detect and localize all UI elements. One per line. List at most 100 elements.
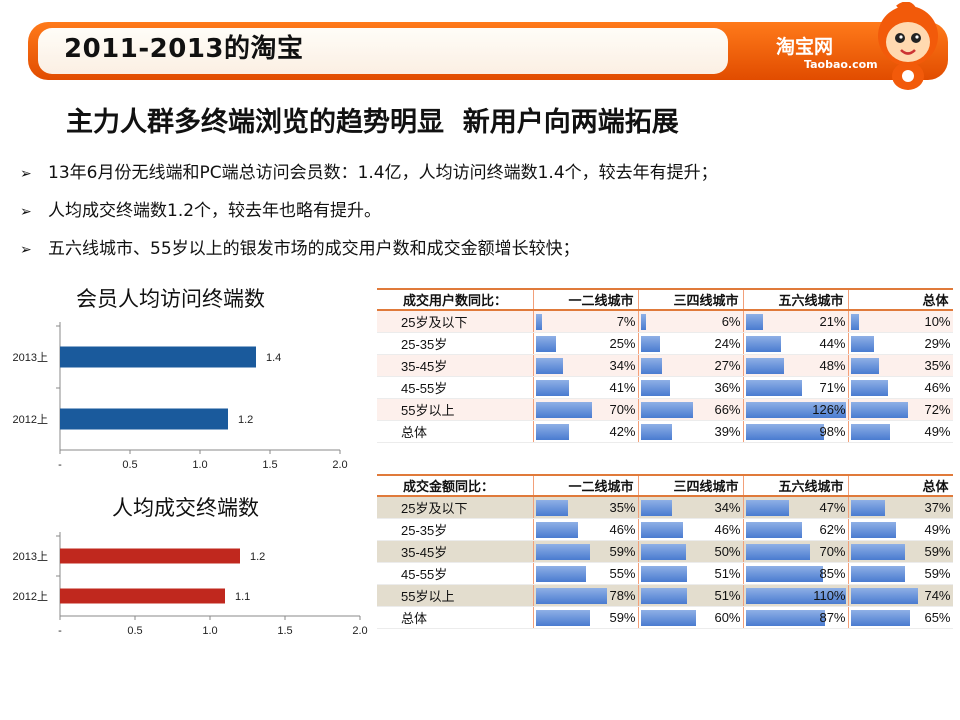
data-value: 66%: [714, 402, 741, 417]
data-bar: [745, 314, 763, 330]
data-cell: 46%: [533, 518, 639, 541]
data-cell: 70%: [533, 398, 639, 421]
table-user-count-growth: 成交用户数同比： 一二线城市 三四线城市 五六线城市 总体 25岁及以下 7% 6% 21% 10…: [377, 288, 953, 443]
column-header: 五六线城市: [743, 288, 849, 311]
header-banner: 2011-2013的淘宝 淘宝网 Taobao.com: [28, 22, 948, 80]
data-value: 21%: [819, 314, 846, 329]
data-cell: 36%: [638, 376, 744, 399]
table-header-row: 成交金额同比： 一二线城市 三四线城市 五六线城市 总体: [377, 474, 953, 497]
data-bar: [535, 610, 590, 626]
data-cell: 50%: [638, 540, 744, 563]
table-row: 55岁以上 78% 51% 110% 74%: [377, 584, 953, 607]
column-header: 三四线城市: [638, 474, 744, 497]
row-label: 55岁以上: [377, 398, 534, 421]
data-bar: [850, 610, 910, 626]
data-bar: [850, 500, 885, 516]
data-label: 1.2: [250, 551, 265, 563]
data-value: 27%: [714, 358, 741, 373]
bar: [60, 588, 225, 604]
data-cell: 47%: [743, 496, 849, 519]
data-bar: [640, 358, 662, 374]
data-value: 42%: [609, 424, 636, 439]
data-bar: [850, 380, 888, 396]
data-bar: [535, 588, 607, 604]
category-label: 2012上: [13, 590, 48, 603]
data-value: 34%: [714, 500, 741, 515]
data-bar: [535, 424, 569, 440]
arrow-bullet-icon: ➢: [20, 166, 32, 182]
data-bar: [535, 402, 592, 418]
data-value: 72%: [924, 402, 951, 417]
data-value: 24%: [714, 336, 741, 351]
data-bar: [850, 522, 896, 538]
data-cell: 60%: [638, 606, 744, 629]
row-label: 总体: [377, 420, 534, 443]
data-cell: 35%: [533, 496, 639, 519]
data-bar: [745, 500, 789, 516]
data-cell: 65%: [848, 606, 953, 629]
data-value: 46%: [714, 522, 741, 537]
data-cell: 35%: [848, 354, 953, 377]
table-amount-growth: 成交金额同比： 一二线城市 三四线城市 五六线城市 总体 25岁及以下 35% 34% 47% 3…: [377, 474, 953, 629]
data-value: 50%: [714, 544, 741, 559]
row-label: 45-55岁: [377, 376, 534, 399]
data-value: 59%: [609, 544, 636, 559]
mascot-icon: [878, 2, 938, 90]
row-label: 45-55岁: [377, 562, 534, 585]
data-value: 71%: [819, 380, 846, 395]
row-label: 25-35岁: [377, 518, 534, 541]
x-tick-label: 0.5: [122, 459, 137, 468]
data-cell: 71%: [743, 376, 849, 399]
data-cell: 49%: [848, 420, 953, 443]
x-tick-label: 1.5: [262, 459, 277, 468]
x-tick-label: 2.0: [352, 625, 367, 637]
bullet-item: ➢ 人均成交终端数1.2个，较去年也略有提升。: [20, 196, 381, 221]
data-cell: 46%: [638, 518, 744, 541]
data-value: 10%: [924, 314, 951, 329]
data-bar: [745, 588, 846, 604]
data-bar: [850, 314, 859, 330]
data-value: 51%: [714, 588, 741, 603]
taobao-logo: 淘宝网: [776, 36, 834, 58]
data-bar: [535, 544, 590, 560]
data-cell: 34%: [533, 354, 639, 377]
x-tick-label: 1.0: [202, 625, 217, 637]
data-cell: 24%: [638, 332, 744, 355]
column-header: 一二线城市: [533, 474, 639, 497]
data-bar: [745, 358, 784, 374]
page-title: 2011-2013的淘宝: [64, 34, 304, 64]
data-bar: [535, 522, 578, 538]
table-row: 25-35岁 46% 46% 62% 49%: [377, 518, 953, 541]
data-bar: [640, 544, 686, 560]
data-value: 87%: [819, 610, 846, 625]
data-value: 59%: [924, 566, 951, 581]
data-value: 70%: [819, 544, 846, 559]
data-bar: [535, 314, 542, 330]
bullet-item: ➢ 13年6月份无线端和PC端总访问会员数：1.4亿，人均访问终端数1.4个，较去…: [20, 158, 718, 183]
data-cell: 34%: [638, 496, 744, 519]
x-tick-label: -: [58, 625, 62, 637]
data-value: 70%: [609, 402, 636, 417]
table-row: 25-35岁 25% 24% 44% 29%: [377, 332, 953, 355]
data-value: 55%: [609, 566, 636, 581]
data-value: 34%: [609, 358, 636, 373]
data-bar: [745, 424, 824, 440]
chart1-visit-terminals: 2013上 1.4 2012上 1.2 - 0.5 1.0 1.5 2.0: [13, 322, 348, 468]
data-cell: 66%: [638, 398, 744, 421]
data-value: 46%: [609, 522, 636, 537]
bullet-text: 五六线城市、55岁以上的银发市场的成交用户数和成交金额增长较快；: [48, 239, 580, 259]
data-cell: 62%: [743, 518, 849, 541]
data-value: 6%: [721, 314, 741, 329]
data-cell: 51%: [638, 584, 744, 607]
table-row: 35-45岁 59% 50% 70% 59%: [377, 540, 953, 563]
data-bar: [745, 544, 810, 560]
data-cell: 59%: [848, 562, 953, 585]
data-value: 85%: [819, 566, 846, 581]
table-row: 55岁以上 70% 66% 126% 72%: [377, 398, 953, 421]
row-label: 25岁及以下: [377, 496, 534, 519]
data-label: 1.1: [235, 591, 250, 603]
row-label: 总体: [377, 606, 534, 629]
data-cell: 42%: [533, 420, 639, 443]
column-header: 总体: [848, 288, 953, 311]
data-value: 49%: [924, 522, 951, 537]
